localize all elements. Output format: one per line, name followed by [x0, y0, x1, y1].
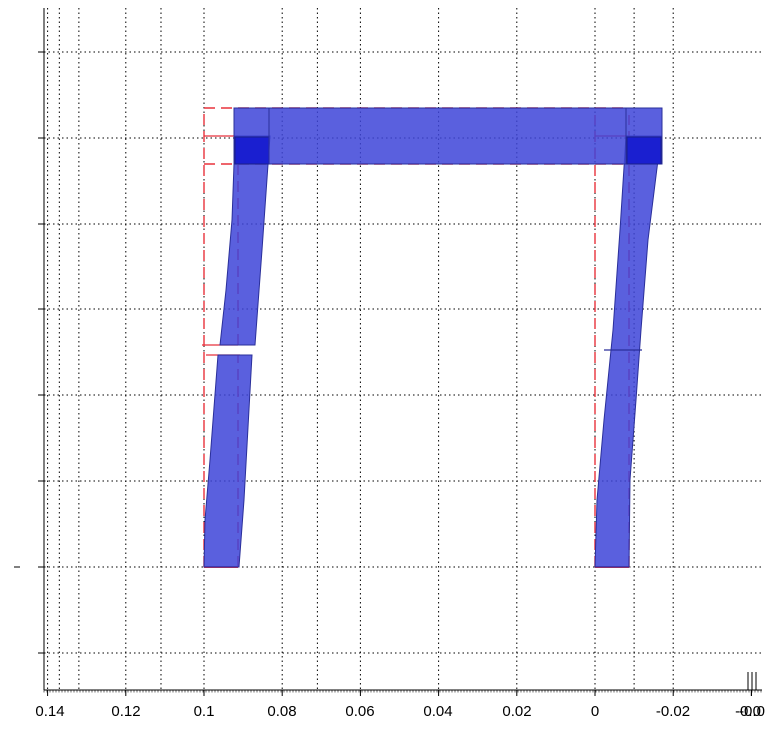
x-tick-label: 0.14	[35, 703, 64, 720]
deformed-shape	[203, 107, 663, 568]
x-tick-label: 0.02	[502, 703, 531, 720]
x-tick-label: 0.12	[111, 703, 140, 720]
x-tick-label: 0.04	[423, 703, 452, 720]
x-tick-label: -0.0	[739, 703, 765, 720]
x-tick-label: 0.1	[194, 703, 215, 720]
x-tick-label: 0	[591, 703, 599, 720]
x-tick-label: -0.02	[656, 703, 690, 720]
deformed-left-column-upper	[219, 135, 271, 346]
x-tick-label: -0.0	[735, 703, 761, 720]
deformed-left-joint	[234, 136, 270, 165]
deformed-beam	[233, 107, 663, 165]
x-tick-label: 0.06	[345, 703, 374, 720]
deformed-right-column	[594, 135, 662, 568]
deformed-left-column-lower	[203, 354, 253, 568]
x-tick-label: 0.08	[267, 703, 296, 720]
x-tick-labels: 0.14 0.12 0.1 0.08 0.06 0.04 0.02 0 -0.02 -0.0-0.…	[35, 703, 765, 720]
axes	[14, 8, 762, 696]
deformed-right-joint	[626, 136, 662, 165]
